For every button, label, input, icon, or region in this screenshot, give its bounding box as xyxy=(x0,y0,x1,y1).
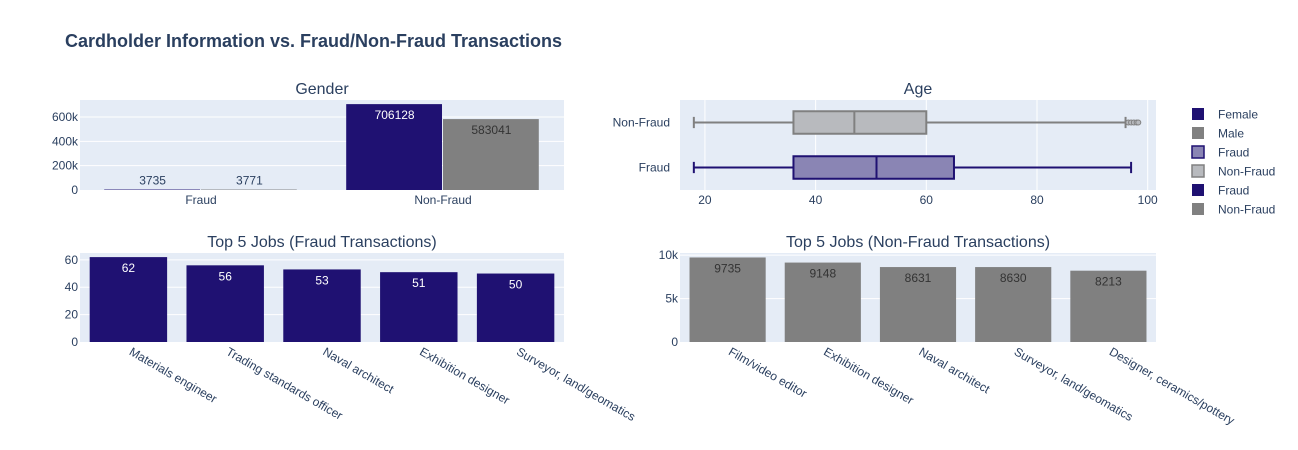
x-tick-label: 20 xyxy=(698,193,712,207)
y-tick-label: 40 xyxy=(65,280,79,294)
subplot-title: Top 5 Jobs (Non-Fraud Transactions) xyxy=(786,234,1050,251)
legend-item: Non-Fraud xyxy=(1192,203,1275,217)
bar xyxy=(283,269,361,342)
legend-swatch xyxy=(1191,164,1205,178)
y-tick-label: 600k xyxy=(52,110,79,124)
x-tick-label: 60 xyxy=(920,193,934,207)
bar-data-label: 583041 xyxy=(471,123,511,137)
bar-data-label: 50 xyxy=(509,278,523,292)
bar-data-label: 53 xyxy=(315,273,329,287)
legend-swatch xyxy=(1192,203,1204,215)
bar-data-label: 62 xyxy=(122,261,136,275)
bar xyxy=(975,267,1052,342)
box-iqr xyxy=(792,155,955,180)
x-tick-label: 40 xyxy=(809,193,823,207)
bar xyxy=(186,265,264,342)
legend-item: Male xyxy=(1192,127,1244,141)
y-tick-label: 5k xyxy=(665,292,679,306)
legend-label: Fraud xyxy=(1218,146,1249,160)
legend-item: Non-Fraud xyxy=(1191,164,1275,179)
bar-data-label: 56 xyxy=(219,269,233,283)
bar xyxy=(380,272,458,342)
bar-data-label: 3735 xyxy=(139,174,166,188)
bar xyxy=(346,104,442,190)
box-iqr xyxy=(792,110,928,135)
x-tick-label: Fraud xyxy=(185,193,216,207)
legend-item: Fraud xyxy=(1192,184,1249,198)
bar-data-label: 9148 xyxy=(809,267,836,281)
subplot-1: Gender 0 200k 400k 600k 3735 706128 3771 583041 F… xyxy=(52,81,564,207)
legend-swatch xyxy=(1192,108,1204,120)
x-tick-label: Naval architect xyxy=(917,344,993,396)
subplot-3: Top 5 Jobs (Fraud Transactions) 0 20 40 60 62… xyxy=(65,234,638,424)
bar xyxy=(784,262,861,342)
legend-swatch xyxy=(1192,127,1204,139)
y-tick-label: 400k xyxy=(52,134,79,148)
subplot-4: Top 5 Jobs (Non-Fraud Transactions) 0 5k 10… xyxy=(659,234,1237,428)
y-tick-label: Non-Fraud xyxy=(613,116,670,130)
x-tick-label: Materials engineer xyxy=(127,344,219,405)
y-tick-label: 0 xyxy=(71,183,78,197)
bar-data-label: 8213 xyxy=(1095,275,1122,289)
legend-swatch xyxy=(1191,145,1205,159)
x-tick-label: Exhibition designer xyxy=(821,344,916,407)
legend: Female Male Fraud Non-Fraud Fraud Non-Fraud xyxy=(1191,108,1275,217)
legend-swatch xyxy=(1192,184,1204,196)
box-non-fraud xyxy=(692,110,1142,135)
bar-data-label: 706128 xyxy=(375,108,415,122)
legend-label: Fraud xyxy=(1218,184,1249,198)
outlier-point xyxy=(1135,119,1142,126)
x-tick-label: Exhibition designer xyxy=(417,344,512,407)
y-tick-label: 20 xyxy=(65,308,79,322)
legend-label: Female xyxy=(1218,108,1258,122)
x-tick-label: Non-Fraud xyxy=(414,193,471,207)
legend-label: Non-Fraud xyxy=(1218,165,1275,179)
y-tick-label: Fraud xyxy=(639,161,670,175)
bar-data-label: 8631 xyxy=(905,271,932,285)
subplot-title: Top 5 Jobs (Fraud Transactions) xyxy=(207,234,436,251)
legend-item: Fraud xyxy=(1191,145,1249,160)
y-tick-label: 200k xyxy=(52,159,79,173)
bar xyxy=(443,119,539,190)
y-tick-label: 0 xyxy=(71,335,78,349)
chart-title: Cardholder Information vs. Fraud/Non-Fra… xyxy=(65,31,563,51)
bar xyxy=(879,267,957,342)
bar-data-label: 51 xyxy=(412,276,426,290)
subplot-title: Gender xyxy=(295,81,349,98)
bar xyxy=(89,257,168,342)
subplot-title: Age xyxy=(904,81,933,98)
bar xyxy=(1070,270,1147,342)
x-tick-label: Naval architect xyxy=(321,344,397,396)
legend-item: Female xyxy=(1192,108,1258,122)
bar xyxy=(476,273,555,342)
y-tick-label: 0 xyxy=(671,335,678,349)
bar-data-label: 3771 xyxy=(236,174,263,188)
x-tick-label: Film/video editor xyxy=(726,344,809,400)
bar-data-label: 9735 xyxy=(714,261,741,275)
legend-label: Male xyxy=(1218,127,1244,141)
y-tick-label: 60 xyxy=(65,253,79,267)
box-fraud xyxy=(692,155,1133,180)
x-tick-label: Surveyor, land/geomatics xyxy=(514,344,638,423)
bar-data-label: 8630 xyxy=(1000,271,1027,285)
x-tick-label: 100 xyxy=(1138,193,1158,207)
x-tick-label: 80 xyxy=(1030,193,1044,207)
y-tick-label: 10k xyxy=(659,248,679,262)
subplot-2: Age 20 40 60 80 100 Fraud Non-Fraud xyxy=(613,81,1158,207)
legend-label: Non-Fraud xyxy=(1218,203,1275,217)
bar xyxy=(689,257,766,342)
